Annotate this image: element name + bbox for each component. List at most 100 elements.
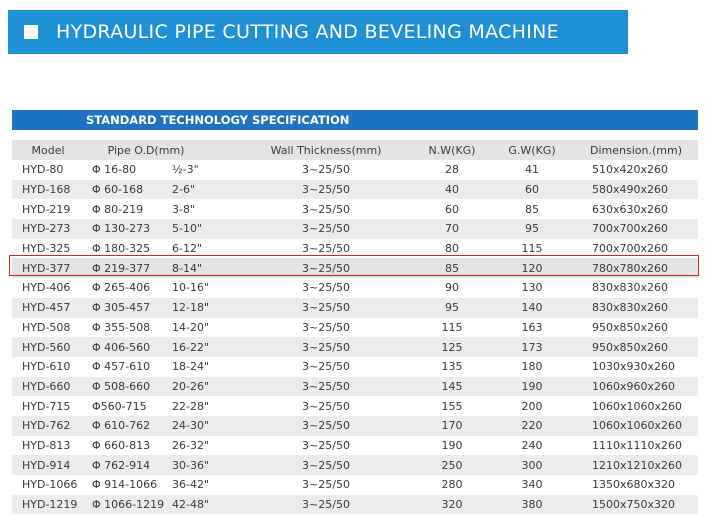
gross-weight-cell: 240 xyxy=(521,438,543,452)
table-header-row: Model Pipe O.D(mm) Wall Thickness(mm) N.… xyxy=(12,140,699,160)
wall-thickness-cell: 3~25/50 xyxy=(302,242,350,256)
net-weight-cell: 250 xyxy=(441,458,463,472)
table-row: HYD-219 Φ 80-219 3-8" 3~25/50 60 85 630x630x26… xyxy=(12,199,699,220)
net-weight-cell: 80 xyxy=(445,242,460,256)
pipe-od-mm-cell: Φ 355-508 xyxy=(92,320,151,334)
gross-weight-cell: 140 xyxy=(521,301,543,315)
dimension-cell: 830x830x260 xyxy=(592,301,669,315)
model-cell: HYD-457 xyxy=(22,301,71,315)
net-weight-cell: 28 xyxy=(445,163,460,177)
wall-thickness-cell: 3~25/50 xyxy=(302,202,350,216)
header-square-icon xyxy=(24,25,38,39)
table-row: HYD-457 Φ 305-457 12-18" 3~25/50 95 140 830x83… xyxy=(12,297,699,318)
dimension-cell: 1500x750x320 xyxy=(592,498,676,512)
spec-table: Model Pipe O.D(mm) Wall Thickness(mm) N.… xyxy=(12,140,699,515)
page-header-bar: HYDRAULIC PIPE CUTTING AND BEVELING MACH… xyxy=(8,10,628,54)
gross-weight-cell: 380 xyxy=(521,498,543,512)
wall-thickness-cell: 3~25/50 xyxy=(302,281,350,295)
dimension-cell: 1350x680x320 xyxy=(592,478,676,492)
wall-thickness-cell: 3~25/50 xyxy=(302,320,350,334)
pipe-od-mm-cell: Φ 265-406 xyxy=(92,281,151,295)
model-cell: HYD-715 xyxy=(22,399,71,413)
gross-weight-cell: 85 xyxy=(525,202,540,216)
table-row: HYD-1066 Φ 914-1066 36-42" 3~25/50 280 340 135… xyxy=(12,475,699,495)
gross-weight-cell: 190 xyxy=(521,379,543,393)
net-weight-cell: 155 xyxy=(441,399,463,413)
pipe-od-inch-cell: 30-36" xyxy=(172,458,210,472)
wall-thickness-cell: 3~25/50 xyxy=(302,222,350,236)
pipe-od-mm-cell: Φ 914-1066 xyxy=(92,478,158,492)
pipe-od-mm-cell: Φ 180-325 xyxy=(92,242,151,256)
dimension-cell: 830x830x260 xyxy=(592,281,669,295)
pipe-od-inch-cell: 14-20" xyxy=(172,320,210,334)
pipe-od-inch-cell: 42-48" xyxy=(172,498,210,512)
pipe-od-inch-cell: 24-30" xyxy=(172,419,210,433)
net-weight-cell: 40 xyxy=(445,183,460,197)
pipe-od-inch-cell: 20-26" xyxy=(172,379,210,393)
model-cell: HYD-914 xyxy=(22,458,71,472)
dimension-cell: 780x780x260 xyxy=(592,261,669,275)
wall-thickness-cell: 3~25/50 xyxy=(302,163,350,177)
column-header-pipe-od: Pipe O.D(mm) xyxy=(107,143,185,157)
net-weight-cell: 115 xyxy=(441,320,463,334)
pipe-od-mm-cell: Φ 1066-1219 xyxy=(92,498,165,512)
wall-thickness-cell: 3~25/50 xyxy=(302,438,350,452)
wall-thickness-cell: 3~25/50 xyxy=(302,360,350,374)
model-cell: HYD-377 xyxy=(22,261,71,275)
net-weight-cell: 170 xyxy=(441,419,463,433)
table-row: HYD-715 Φ560-715 22-28" 3~25/50 155 200 1060x1… xyxy=(12,396,699,416)
model-cell: HYD-219 xyxy=(22,202,71,216)
model-cell: HYD-168 xyxy=(22,183,71,197)
model-cell: HYD-406 xyxy=(22,281,71,295)
table-row: HYD-813 Φ 660-813 26-32" 3~25/50 190 240 1110x… xyxy=(12,435,699,456)
wall-thickness-cell: 3~25/50 xyxy=(302,498,350,512)
dimension-cell: 1030x930x260 xyxy=(592,360,676,374)
table-row: HYD-508 Φ 355-508 14-20" 3~25/50 115 163 950x8… xyxy=(12,317,699,338)
pipe-od-inch-cell: 26-32" xyxy=(172,438,210,452)
pipe-od-mm-cell: Φ 508-660 xyxy=(92,379,151,393)
pipe-od-inch-cell: 6-12" xyxy=(172,242,203,256)
model-cell: HYD-1066 xyxy=(22,478,78,492)
table-row: HYD-168 Φ 60-168 2-6" 3~25/50 40 60 580x490x26… xyxy=(12,179,699,200)
pipe-od-inch-cell: 16-22" xyxy=(172,340,210,354)
pipe-od-mm-cell: Φ 130-273 xyxy=(92,222,151,236)
net-weight-cell: 125 xyxy=(441,340,463,354)
dimension-cell: 950x850x260 xyxy=(592,320,669,334)
pipe-od-mm-cell: Φ 305-457 xyxy=(92,301,151,315)
pipe-od-inch-cell: 5-10" xyxy=(172,222,203,236)
pipe-od-inch-cell: 10-16" xyxy=(172,281,210,295)
gross-weight-cell: 220 xyxy=(521,419,543,433)
column-header-model: Model xyxy=(31,143,65,157)
section-title: STANDARD TECHNOLOGY SPECIFICATION xyxy=(86,113,350,127)
dimension-cell: 1060x1060x260 xyxy=(592,419,683,433)
model-cell: HYD-80 xyxy=(22,163,64,177)
pipe-od-inch-cell: 2-6" xyxy=(172,183,196,197)
model-cell: HYD-273 xyxy=(22,222,71,236)
table-row: HYD-325 Φ 180-325 6-12" 3~25/50 80 115 700x700… xyxy=(12,238,699,259)
table-row: HYD-406 Φ 265-406 10-16" 3~25/50 90 130 830x83… xyxy=(12,278,699,298)
model-cell: HYD-560 xyxy=(22,340,71,354)
model-cell: HYD-610 xyxy=(22,360,71,374)
table-row: HYD-377 Φ 219-377 8-14" 3~25/50 85 120 780x780… xyxy=(12,258,699,279)
column-header-gross-weight: G.W(KG) xyxy=(508,143,556,157)
pipe-od-inch-cell: 12-18" xyxy=(172,301,210,315)
gross-weight-cell: 115 xyxy=(521,242,543,256)
pipe-od-mm-cell: Φ 660-813 xyxy=(92,438,151,452)
gross-weight-cell: 173 xyxy=(521,340,543,354)
pipe-od-mm-cell: Φ 219-377 xyxy=(92,261,151,275)
wall-thickness-cell: 3~25/50 xyxy=(302,183,350,197)
dimension-cell: 1210x1210x260 xyxy=(592,458,683,472)
gross-weight-cell: 130 xyxy=(521,281,543,295)
table-row: HYD-914 Φ 762-914 30-36" 3~25/50 250 300 1210x… xyxy=(12,455,699,475)
pipe-od-mm-cell: Φ 457-610 xyxy=(92,360,151,374)
net-weight-cell: 90 xyxy=(445,281,460,295)
pipe-od-mm-cell: Φ560-715 xyxy=(92,399,147,413)
dimension-cell: 700x700x260 xyxy=(592,222,669,236)
net-weight-cell: 145 xyxy=(441,379,463,393)
gross-weight-cell: 340 xyxy=(521,478,543,492)
table-row: HYD-1219 Φ 1066-1219 42-48" 3~25/50 320 380 15… xyxy=(12,494,699,515)
net-weight-cell: 70 xyxy=(445,222,460,236)
net-weight-cell: 280 xyxy=(441,478,463,492)
gross-weight-cell: 60 xyxy=(525,183,540,197)
dimension-cell: 700x700x260 xyxy=(592,242,669,256)
